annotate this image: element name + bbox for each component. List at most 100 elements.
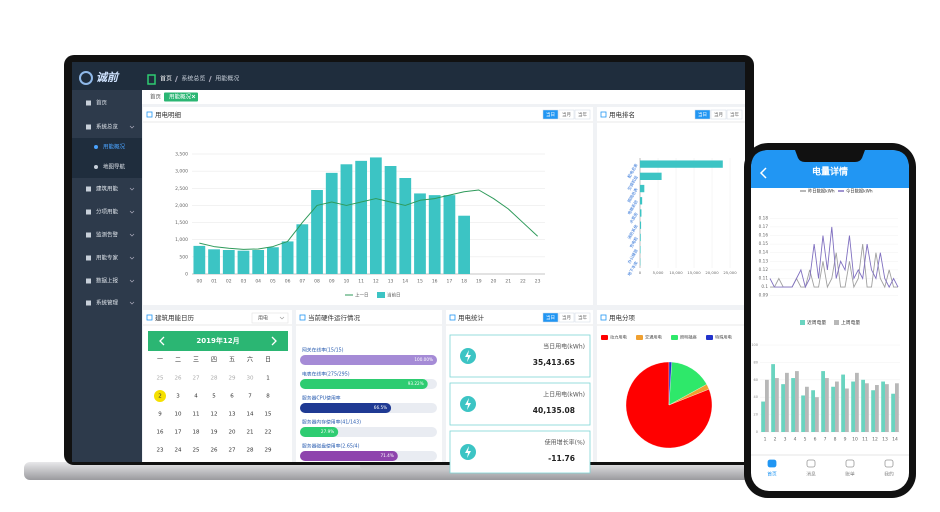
day[interactable]: 21 [247,430,254,436]
menu-item[interactable]: 分项用能 [96,208,119,216]
nav-label[interactable]: 我的 [884,471,894,478]
panel-icon [600,314,607,321]
menu-item[interactable]: 地图导航 [103,163,126,171]
day[interactable]: 5 [212,394,216,400]
period-button[interactable] [574,312,591,323]
x-tick-label: 5,000 [653,270,664,275]
day[interactable]: 13 [229,412,236,418]
period-button[interactable] [558,312,575,323]
period-button[interactable] [558,109,575,120]
nav-icon[interactable] [884,459,894,468]
period-button[interactable] [542,109,559,120]
menu-item[interactable]: 系统总览 [96,123,119,131]
logo-icon [79,71,93,85]
menu-item[interactable]: 建筑用能 [96,185,119,193]
day[interactable]: 3 [176,394,180,400]
day[interactable]: 11 [193,412,200,418]
weekday: 五 [229,357,235,364]
menu-toggle[interactable] [147,74,156,85]
legend-label: 上周电量 [841,319,860,326]
day[interactable]: 25 [193,448,200,454]
tab-close [191,94,196,99]
nav-icon[interactable] [845,459,855,468]
menu-item[interactable]: 监测告警 [96,231,119,239]
period-button[interactable] [574,109,591,120]
nav-label[interactable]: 首页 [767,471,777,478]
laptop-base [24,462,794,480]
y-tick-label: 3,000 [175,169,188,175]
menu-item[interactable]: 首页 [96,99,108,107]
day[interactable]: 18 [193,430,200,436]
x-tick-label: 12 [373,279,379,285]
period-button[interactable] [726,109,743,120]
bar [771,364,775,432]
period-button[interactable] [542,312,559,323]
y-tick-label: 2,500 [175,186,188,192]
day[interactable]: 22 [265,430,272,436]
y-tick-label: 0.11 [759,276,769,281]
day[interactable]: 23 [157,448,164,454]
panel-title: 当前硬件运行情况 [308,313,361,322]
menu-item[interactable]: 系统管理 [96,299,119,307]
x-tick-label: 03 [241,279,247,285]
bar [851,381,855,432]
day[interactable]: 1 [266,376,270,382]
day[interactable]: 10 [175,412,182,418]
day[interactable]: 8 [266,394,270,400]
day[interactable]: 9 [158,412,162,418]
day[interactable]: 26 [211,448,218,454]
panel-title: 用电分项 [609,313,636,322]
day[interactable]: 24 [175,448,182,454]
menu-item[interactable]: 用能专家 [96,254,119,262]
nav-icon[interactable] [767,459,777,468]
day[interactable]: 30 [247,376,254,382]
day[interactable]: 29 [265,448,272,454]
period-button[interactable] [710,109,727,120]
day[interactable]: 16 [157,430,164,436]
x-tick-label: 4 [794,437,797,443]
y-tick-label: 0.13 [759,258,769,263]
day[interactable]: 7 [248,394,252,400]
day[interactable]: 20 [229,430,236,436]
nav-icon[interactable] [806,459,816,468]
y-tick-label: 2,000 [175,203,188,209]
y-tick-label: 100 [751,343,758,347]
day[interactable]: 14 [247,412,254,418]
nav-label[interactable]: 账单 [845,471,855,478]
day[interactable]: 27 [229,448,236,454]
day[interactable]: 2 [158,394,162,400]
panel-title: 用电明细 [155,110,182,119]
bar [384,166,397,274]
menu-item[interactable]: 用能概况 [103,143,126,151]
day[interactable]: 25 [157,376,164,382]
day[interactable]: 28 [247,448,254,454]
day[interactable]: 26 [175,376,182,382]
x-tick-label: 01 [211,279,217,285]
day[interactable]: 17 [175,430,182,436]
day[interactable]: 4 [194,394,198,400]
tab-active[interactable] [164,92,198,102]
prev-month[interactable] [159,336,165,346]
period-button[interactable] [694,109,711,120]
calendar-select[interactable] [251,312,289,324]
next-month[interactable] [271,336,277,346]
day[interactable]: 29 [229,376,236,382]
x-tick-label: 17 [447,279,453,285]
day[interactable]: 19 [211,430,218,436]
menu-item[interactable]: 数据上报 [96,277,119,285]
grid-band [192,205,545,206]
phone-header [751,150,909,188]
day[interactable]: 15 [265,412,272,418]
breadcrumb: 首页 [160,75,172,83]
day[interactable]: 12 [211,412,218,418]
nav-label[interactable]: 消息 [806,471,816,478]
back-arrow[interactable] [759,167,767,179]
day[interactable]: 6 [230,394,234,400]
x-tick-label: 06 [285,279,291,285]
x-tick-label: 1 [764,437,767,443]
panel-icon [146,111,153,118]
day[interactable]: 27 [193,376,200,382]
legend-swatch [834,320,839,325]
day[interactable]: 28 [211,376,218,382]
